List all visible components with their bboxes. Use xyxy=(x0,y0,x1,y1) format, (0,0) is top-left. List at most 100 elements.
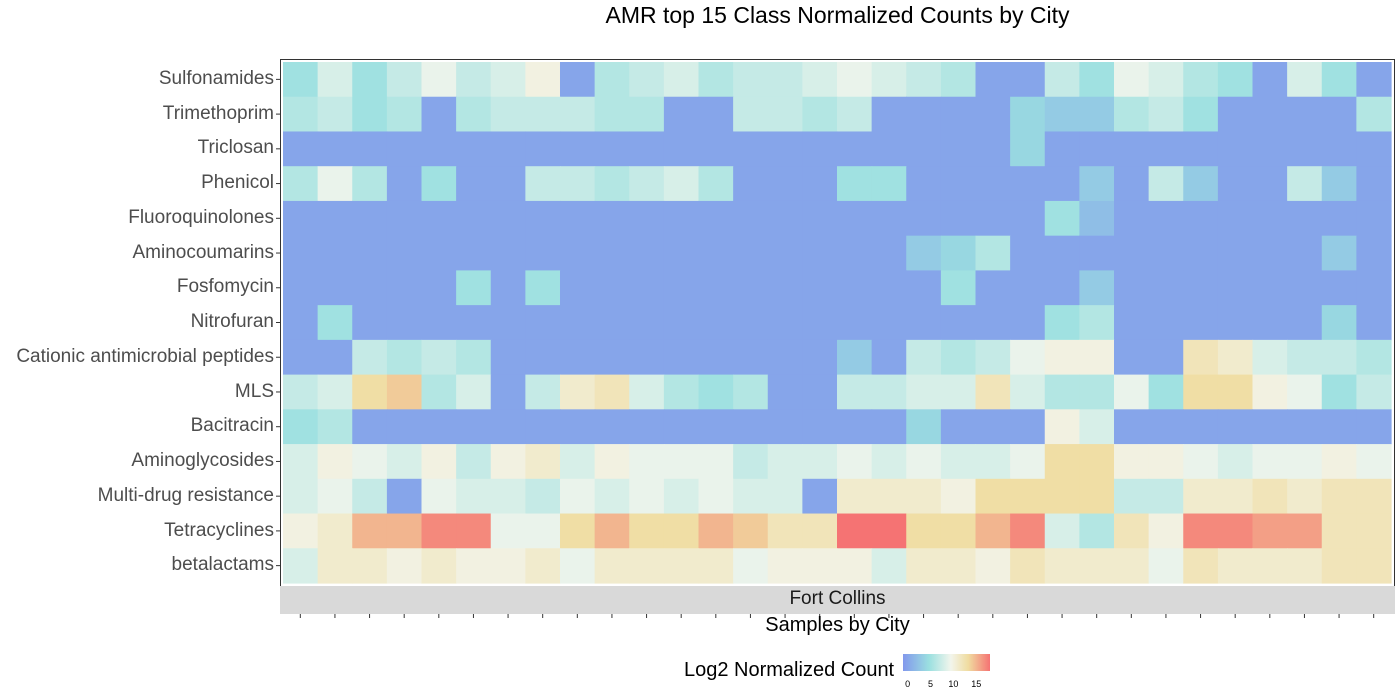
heatmap-cell xyxy=(733,62,769,98)
heatmap-cell xyxy=(1114,478,1150,515)
heatmap-cell xyxy=(871,478,907,515)
heatmap-cell xyxy=(594,235,630,271)
heatmap-cell xyxy=(698,478,734,515)
heatmap-cell xyxy=(490,305,526,341)
heatmap-cell xyxy=(767,548,803,584)
row-label: betalactams xyxy=(171,554,274,576)
heatmap-cell xyxy=(663,444,700,480)
heatmap-cell xyxy=(733,478,769,515)
heatmap-cell xyxy=(906,513,942,549)
heatmap-cell xyxy=(1079,444,1115,480)
heatmap-cell xyxy=(1252,96,1288,133)
heatmap-cell xyxy=(525,374,561,410)
heatmap-cell xyxy=(1321,200,1357,237)
row-label: Aminoglycosides xyxy=(131,450,274,472)
heatmap-cell xyxy=(386,200,423,237)
heatmap-cell xyxy=(1287,200,1323,237)
heatmap-cell xyxy=(421,374,457,410)
heatmap-cell xyxy=(1148,409,1184,445)
legend-tick-label: 10 xyxy=(948,679,959,689)
heatmap-cell xyxy=(802,305,838,341)
heatmap-cell xyxy=(1010,409,1046,445)
heatmap-cell xyxy=(1010,374,1046,410)
heatmap-cell xyxy=(767,339,803,376)
heatmap-cell xyxy=(386,374,423,410)
heatmap-cell xyxy=(386,513,423,549)
heatmap-cell xyxy=(906,96,942,133)
heatmap-cell xyxy=(1252,62,1288,98)
heatmap-cell xyxy=(802,166,838,202)
heatmap-cell xyxy=(421,444,457,480)
facet-label: Fort Collins xyxy=(789,588,886,609)
heatmap-cell xyxy=(386,305,423,341)
heatmap-cell xyxy=(802,374,838,410)
heatmap-cell xyxy=(1044,513,1080,549)
heatmap-cell xyxy=(490,166,526,202)
heatmap-cell xyxy=(1148,270,1184,306)
heatmap-cell xyxy=(525,478,561,515)
heatmap-cell xyxy=(421,131,457,167)
heatmap-cell xyxy=(940,305,977,341)
row-label: Fluoroquinolones xyxy=(128,206,274,228)
heatmap-cell xyxy=(1356,96,1392,133)
heatmap-cell xyxy=(1252,305,1288,341)
heatmap-cell xyxy=(698,444,734,480)
heatmap-cell xyxy=(1252,339,1288,376)
heatmap-cell xyxy=(663,339,700,376)
heatmap-cell xyxy=(352,270,388,306)
heatmap-cell xyxy=(525,513,561,549)
heatmap-cell xyxy=(1079,513,1115,549)
heatmap-cell xyxy=(802,270,838,306)
heatmap-cell xyxy=(283,62,319,98)
heatmap-cell xyxy=(871,96,907,133)
heatmap-cell xyxy=(1252,166,1288,202)
row-label: Sulfonamides xyxy=(158,68,274,89)
heatmap-cell xyxy=(594,478,630,515)
heatmap-cell xyxy=(629,305,665,341)
row-label: Aminocoumarins xyxy=(132,241,275,263)
heatmap-cell xyxy=(421,548,457,584)
heatmap-cell xyxy=(317,131,353,167)
heatmap-cell xyxy=(1044,339,1080,376)
heatmap-cell xyxy=(317,513,353,549)
heatmap-cell xyxy=(663,96,700,133)
heatmap-cell xyxy=(283,131,319,167)
heatmap-cell xyxy=(663,409,700,445)
heatmap-cell xyxy=(906,478,942,515)
heatmap-cell xyxy=(1217,548,1254,584)
heatmap-cell xyxy=(1217,96,1254,133)
heatmap-cell xyxy=(698,200,734,237)
heatmap-cell xyxy=(1217,305,1254,341)
heatmap-cell xyxy=(456,548,492,584)
heatmap-cell xyxy=(1287,131,1323,167)
heatmap-cell xyxy=(698,305,734,341)
heatmap-cell xyxy=(698,96,734,133)
heatmap-cell xyxy=(733,200,769,237)
heatmap-cell xyxy=(975,235,1011,271)
heatmap-cell xyxy=(663,478,700,515)
heatmap-cell xyxy=(906,166,942,202)
heatmap-cell xyxy=(1217,339,1254,376)
heatmap-cell xyxy=(975,339,1011,376)
heatmap-cell xyxy=(490,62,526,98)
heatmap-cell xyxy=(1287,513,1323,549)
heatmap-cell xyxy=(352,513,388,549)
heatmap-cell xyxy=(283,96,319,133)
heatmap-cell xyxy=(663,131,700,167)
heatmap-cell xyxy=(733,374,769,410)
heatmap-cell xyxy=(594,166,630,202)
heatmap-cell xyxy=(837,339,873,376)
heatmap-cell xyxy=(352,305,388,341)
heatmap-cell xyxy=(906,131,942,167)
heatmap-cell xyxy=(594,409,630,445)
heatmap-cell xyxy=(1010,166,1046,202)
panel-border xyxy=(280,59,1395,587)
heatmap-cell xyxy=(456,478,492,515)
heatmap-cell xyxy=(767,374,803,410)
heatmap-cell xyxy=(767,96,803,133)
row-label: Tetracyclines xyxy=(164,519,274,541)
heatmap-cell xyxy=(386,131,423,167)
heatmap-cell xyxy=(1217,131,1254,167)
heatmap-cell xyxy=(940,235,977,271)
